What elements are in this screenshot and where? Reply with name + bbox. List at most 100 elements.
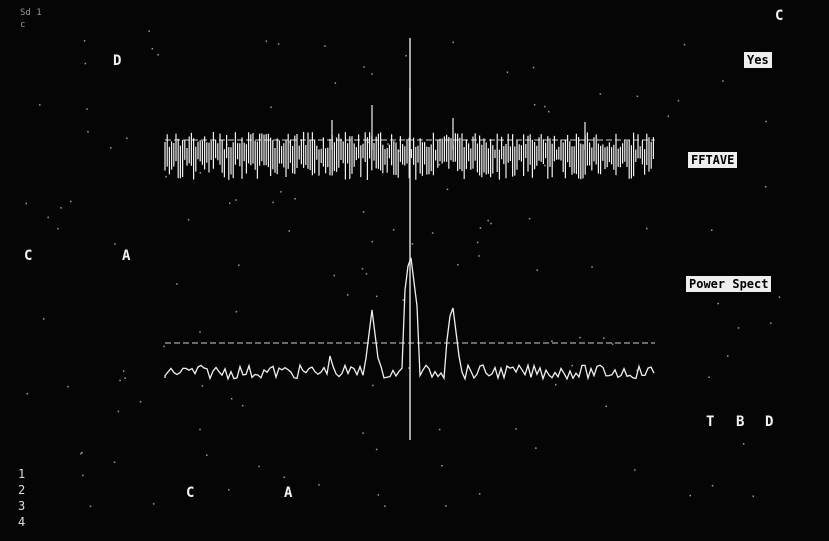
grid-dot [60, 207, 62, 209]
grid-dot [752, 495, 754, 497]
grid-dot [551, 340, 553, 342]
grid-dot [43, 318, 45, 320]
grid-dot [689, 494, 691, 497]
grid-dot [347, 294, 349, 296]
grid-dot [711, 485, 714, 487]
grid-dot [371, 240, 374, 243]
grid-dot [238, 264, 240, 266]
grid-dot [636, 95, 639, 98]
softkey-fftave[interactable]: FFTAVE [688, 152, 738, 168]
grid-dot [110, 147, 112, 149]
grid-dot [528, 217, 531, 220]
grid-dot [187, 218, 190, 221]
softkey-yes[interactable]: Yes [744, 52, 772, 68]
grid-dot [80, 452, 82, 455]
grid-dot [81, 451, 83, 454]
grid-dot [199, 428, 201, 431]
grid-dot [765, 186, 767, 188]
grid-dot [603, 337, 605, 339]
grid-dot [411, 243, 414, 245]
grid-dot [201, 385, 204, 387]
grid-dot [151, 48, 154, 50]
softkey-power-spect[interactable]: Power Spect [686, 276, 772, 292]
grid-dot [367, 141, 370, 144]
grid-dot [113, 461, 116, 463]
grid-dot [165, 175, 167, 178]
grid-dot [333, 274, 336, 277]
grid-dot [371, 73, 373, 75]
marker-t-right: T [706, 414, 715, 430]
grid-dot [683, 43, 686, 46]
grid-dot [67, 385, 69, 388]
grid-dot [139, 401, 142, 403]
grid-dot [533, 104, 536, 106]
grid-dot [228, 489, 230, 491]
grid-dot [335, 137, 338, 139]
grid-dot [599, 93, 602, 95]
readout-top-left: Sd 1 [20, 8, 42, 18]
power-spectrum-trace [164, 257, 655, 381]
grid-dot [408, 367, 410, 369]
grid-dot [26, 393, 29, 395]
grid-dot [318, 484, 320, 486]
channel-number-2: 2 [18, 483, 26, 497]
grid-dot [114, 243, 116, 245]
grid-dot [157, 54, 159, 56]
grid-dot [711, 229, 713, 231]
grid-dot [742, 443, 745, 445]
grid-dot [431, 232, 434, 234]
marker-c-top-right: C [775, 8, 784, 24]
grid-dot [487, 219, 489, 222]
grid-dot [722, 80, 724, 82]
grid-dot [544, 164, 546, 167]
grid-dot [87, 131, 89, 133]
grid-dot [548, 110, 550, 113]
grid-dot [571, 364, 573, 367]
marker-c-bottom: C [186, 485, 195, 501]
grid-dot [70, 200, 72, 203]
grid-dot [438, 163, 441, 166]
marker-c-mid: C [24, 248, 33, 264]
grid-dot [39, 104, 41, 106]
grid-dot [272, 201, 274, 204]
grid-dot [605, 405, 607, 408]
grid-dot [405, 55, 407, 57]
grid-dot [265, 40, 268, 42]
grid-dot [288, 230, 290, 232]
grid-dot [148, 30, 150, 32]
grid-dot [230, 398, 233, 400]
grid-dot [667, 115, 670, 118]
grid-dot [324, 45, 326, 47]
marker-d-upper: D [113, 53, 122, 69]
grid-dot [765, 120, 767, 123]
grid-dot [89, 505, 92, 507]
grid-dot [387, 143, 389, 145]
grid-dot [479, 227, 482, 229]
grid-dot [677, 99, 680, 102]
grid-dot [86, 108, 88, 110]
grid-dot [770, 322, 772, 324]
grid-dot [361, 268, 364, 270]
grid-dot [441, 464, 443, 467]
grid-dot [277, 43, 280, 45]
marker-a-mid: A [122, 248, 131, 264]
grid-dot [392, 229, 395, 231]
grid-dot [258, 465, 260, 468]
channel-number-1: 1 [18, 467, 26, 481]
channel-number-3: 3 [18, 499, 26, 513]
grid-dot [206, 454, 208, 456]
grid-dot [377, 494, 380, 496]
grid-dot [452, 41, 454, 44]
grid-dot [634, 469, 636, 471]
grid-dot [199, 331, 201, 333]
grid-dot [636, 369, 638, 372]
grid-dot [478, 255, 480, 257]
grid-dot [199, 172, 202, 174]
graticule-dots [25, 30, 781, 507]
grid-dot [708, 376, 710, 378]
grid-dot [25, 202, 27, 205]
grid-dot [152, 503, 155, 505]
grid-dot [294, 198, 296, 200]
